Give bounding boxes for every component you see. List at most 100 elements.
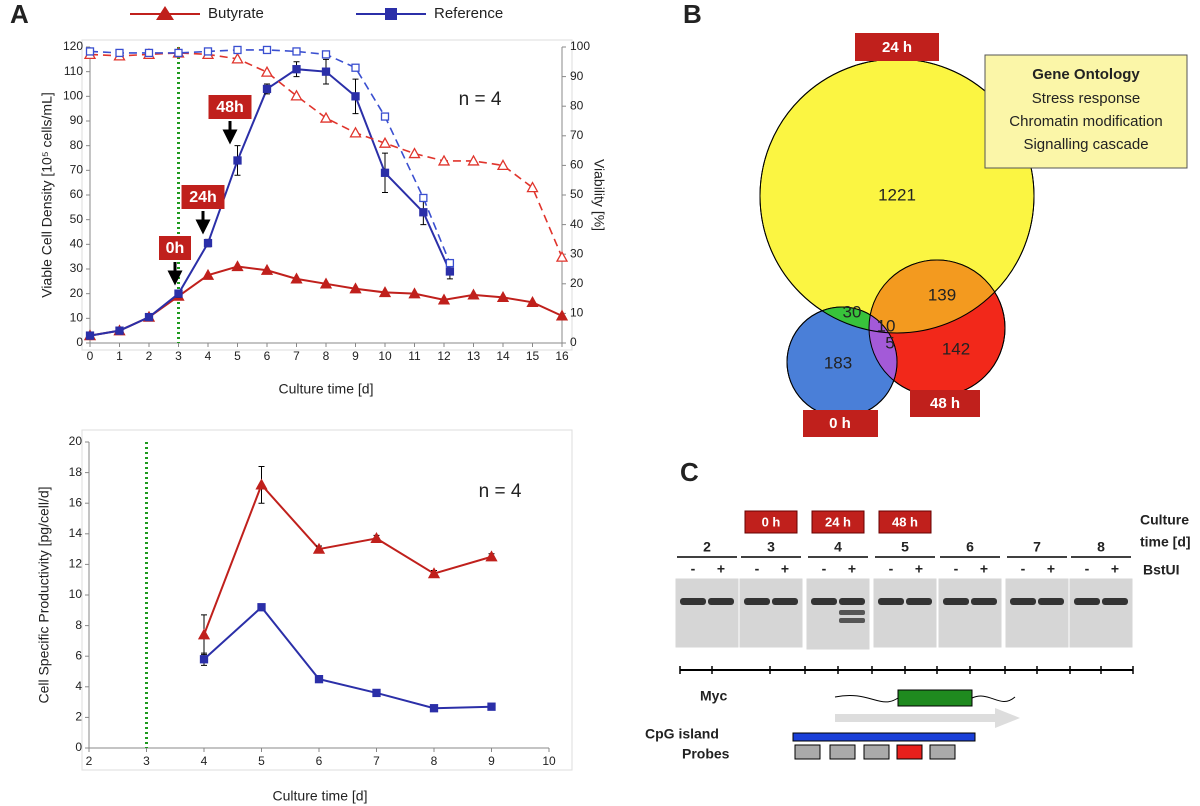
marker	[445, 258, 455, 268]
enzyme-label: BstUI	[1143, 562, 1180, 578]
x-tick-label: 10	[378, 349, 392, 363]
probe	[794, 744, 821, 760]
time-tag	[878, 510, 932, 534]
gene-exon	[897, 689, 973, 707]
ontology-title: Gene Ontology	[1032, 66, 1140, 83]
marker	[372, 688, 381, 698]
marker	[351, 92, 360, 101]
marker	[255, 478, 268, 490]
legend-marker	[385, 8, 397, 20]
x-tick-label: 15	[526, 349, 540, 363]
marker	[419, 193, 428, 203]
annotation-box	[181, 185, 225, 209]
x-tick-label: 4	[205, 349, 212, 363]
set-tag	[803, 410, 878, 437]
venn-count: 1221	[878, 185, 916, 204]
marker	[378, 136, 392, 148]
marker	[351, 63, 360, 72]
x-tick-label: 6	[316, 754, 323, 768]
y-tick-label: 6	[75, 648, 82, 662]
plot-frame	[81, 39, 573, 351]
annotation-box	[208, 95, 252, 119]
y-tick-label: 60	[70, 187, 84, 201]
x-tick-label: 2	[146, 349, 153, 363]
set-label: 48 h	[930, 395, 960, 412]
gel-header: time [d]	[1140, 534, 1191, 550]
gel-image	[674, 577, 740, 649]
direction-arrow	[835, 708, 1020, 728]
y2-tick-label: 0	[570, 335, 577, 349]
gel-image	[738, 577, 804, 649]
gel-band	[811, 598, 837, 605]
x-tick-label: 8	[323, 349, 330, 363]
gel-band	[906, 598, 932, 605]
marker	[467, 288, 480, 300]
annotation-box	[159, 236, 191, 260]
y2-tick-label: 50	[570, 187, 584, 201]
y2-tick-label: 60	[570, 158, 584, 172]
marker	[445, 267, 455, 276]
marker	[312, 542, 326, 554]
probes-label: Probes	[682, 746, 730, 762]
marker	[314, 675, 324, 684]
panel-label: A	[10, 0, 29, 29]
marker	[526, 181, 539, 193]
cpg-island	[792, 732, 976, 742]
marker	[319, 277, 333, 289]
ontology-term: Stress response	[1032, 90, 1140, 107]
marker	[526, 295, 539, 307]
x-tick-label: 1	[116, 349, 123, 363]
legend-label: Reference	[434, 5, 503, 22]
y-tick-label: 8	[75, 618, 82, 632]
annotation: 0h	[166, 240, 185, 257]
y-tick-label: 70	[70, 163, 84, 177]
y2-tick-label: 90	[570, 69, 584, 83]
lane-label: 3	[767, 539, 775, 555]
set-label: 24 h	[882, 39, 912, 56]
x-tick-label: 11	[408, 349, 421, 363]
time-label: 48 h	[892, 514, 918, 529]
annotation: n = 4	[479, 481, 522, 502]
y-tick-label: 110	[64, 64, 83, 78]
marker	[201, 268, 215, 280]
marker	[231, 52, 244, 64]
marker	[380, 112, 390, 121]
marker	[292, 65, 301, 74]
probe	[863, 744, 890, 760]
x-tick-label: 16	[555, 349, 569, 363]
minus-label: -	[889, 561, 894, 577]
y-tick-label: 120	[63, 39, 83, 53]
gel-band	[708, 598, 734, 605]
marker	[349, 282, 362, 294]
x-tick-label: 6	[264, 349, 271, 363]
marker	[203, 47, 213, 56]
ontology-box	[984, 54, 1188, 169]
y-tick-label: 40	[70, 237, 84, 251]
gel-band	[772, 598, 798, 605]
minus-label: -	[755, 561, 760, 577]
marker	[231, 260, 244, 272]
x-tick-label: 8	[431, 754, 438, 768]
gel-band	[839, 618, 865, 623]
marker	[487, 702, 496, 711]
y-tick-label: 14	[69, 526, 83, 540]
marker	[321, 67, 331, 76]
marker	[485, 550, 498, 562]
y2-tick-label: 10	[570, 306, 584, 320]
marker	[197, 628, 211, 640]
y-tick-label: 2	[75, 710, 82, 724]
marker	[437, 293, 451, 305]
y-tick-label: 12	[69, 557, 83, 571]
y-tick-label: 18	[69, 465, 83, 479]
x-tick-label: 3	[143, 754, 150, 768]
venn-count: 142	[942, 339, 970, 358]
marker	[233, 156, 242, 165]
marker	[260, 263, 274, 275]
lane-label: 8	[1097, 539, 1105, 555]
time-label: 0 h	[762, 514, 781, 529]
marker	[199, 655, 209, 664]
marker	[349, 126, 362, 138]
marker	[496, 291, 510, 303]
marker	[319, 111, 333, 123]
plus-label: +	[781, 561, 789, 577]
